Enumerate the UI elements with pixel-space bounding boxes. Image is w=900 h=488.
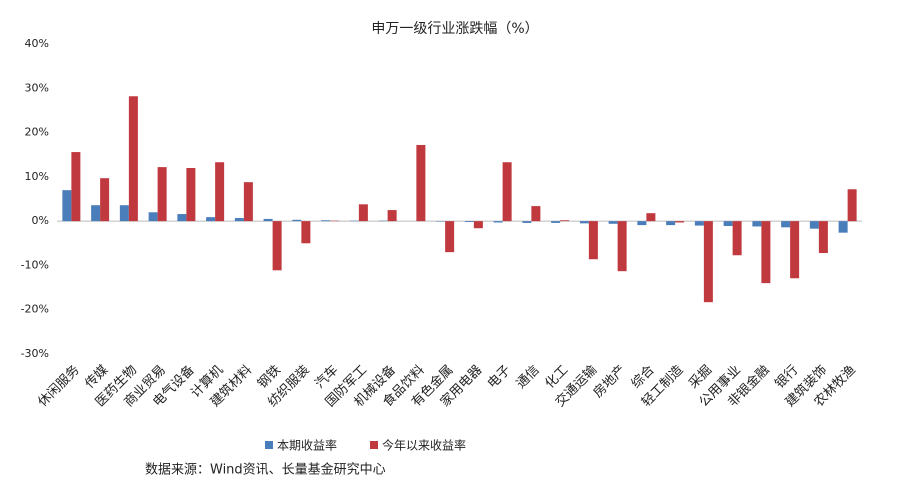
- bar: [703, 221, 713, 303]
- bar: [646, 213, 656, 222]
- bar: [119, 205, 129, 222]
- bar: [148, 212, 158, 222]
- bar: [761, 221, 771, 284]
- bar: [560, 220, 570, 222]
- bar: [588, 221, 598, 260]
- y-tick-label: 10%: [25, 170, 49, 183]
- bar: [732, 221, 742, 256]
- bar: [321, 220, 331, 222]
- legend-label: 今年以来收益率: [382, 438, 466, 453]
- bar: [91, 205, 101, 222]
- bar: [234, 218, 244, 222]
- bar: [464, 221, 474, 223]
- bar: [666, 221, 676, 226]
- bar: [177, 214, 187, 222]
- bar: [522, 221, 532, 223]
- bar: [243, 182, 253, 222]
- bar: [551, 221, 561, 223]
- bar: [62, 190, 72, 222]
- bar: [752, 221, 762, 227]
- bar: [71, 152, 81, 222]
- y-tick-label: 20%: [25, 126, 49, 139]
- bar: [128, 96, 138, 222]
- bar: [579, 221, 589, 224]
- y-tick-label: -30%: [21, 347, 49, 360]
- bar: [387, 210, 397, 222]
- bar: [675, 221, 685, 223]
- bar: [272, 221, 282, 271]
- bar: [445, 221, 455, 253]
- bar: [790, 221, 800, 279]
- y-tick-label: -20%: [21, 303, 49, 316]
- bar: [416, 144, 426, 222]
- bar: [186, 168, 196, 222]
- bar: [215, 162, 225, 222]
- bar: [100, 178, 110, 222]
- source-note: 数据来源：Wind资讯、长量基金研究中心: [145, 462, 386, 478]
- bar: [818, 221, 828, 254]
- x-tick-label: 通信: [514, 363, 543, 392]
- bar: [358, 204, 368, 222]
- y-tick-label: 0%: [32, 214, 49, 227]
- bar: [781, 221, 791, 228]
- legend-swatch: [265, 441, 273, 449]
- bar: [292, 219, 302, 222]
- bar: [493, 221, 503, 223]
- bar: [838, 221, 848, 233]
- bar: [617, 221, 627, 272]
- x-tick-label: 房地产: [590, 362, 629, 401]
- y-tick-label: -10%: [21, 258, 49, 271]
- y-tick-label: 30%: [25, 81, 49, 94]
- bar: [206, 217, 216, 222]
- x-tick-label: 电子: [485, 363, 514, 392]
- bar: [809, 221, 819, 229]
- bar: [723, 221, 733, 227]
- bar: [847, 189, 857, 222]
- legend-swatch: [370, 441, 378, 449]
- bar: [502, 162, 512, 222]
- bar: [263, 218, 273, 222]
- bar: [473, 221, 483, 229]
- bar: [608, 221, 618, 224]
- y-tick-label: 40%: [25, 37, 49, 50]
- bar: [301, 221, 311, 244]
- bar: [531, 206, 541, 222]
- bar: [694, 221, 704, 226]
- chart-title: 申万一级行业涨跌幅（%）: [371, 21, 538, 37]
- bar: [157, 167, 167, 222]
- x-tick-label: 休闲服务: [35, 362, 83, 410]
- legend-label: 本期收益率: [277, 438, 337, 453]
- bar: [637, 221, 647, 226]
